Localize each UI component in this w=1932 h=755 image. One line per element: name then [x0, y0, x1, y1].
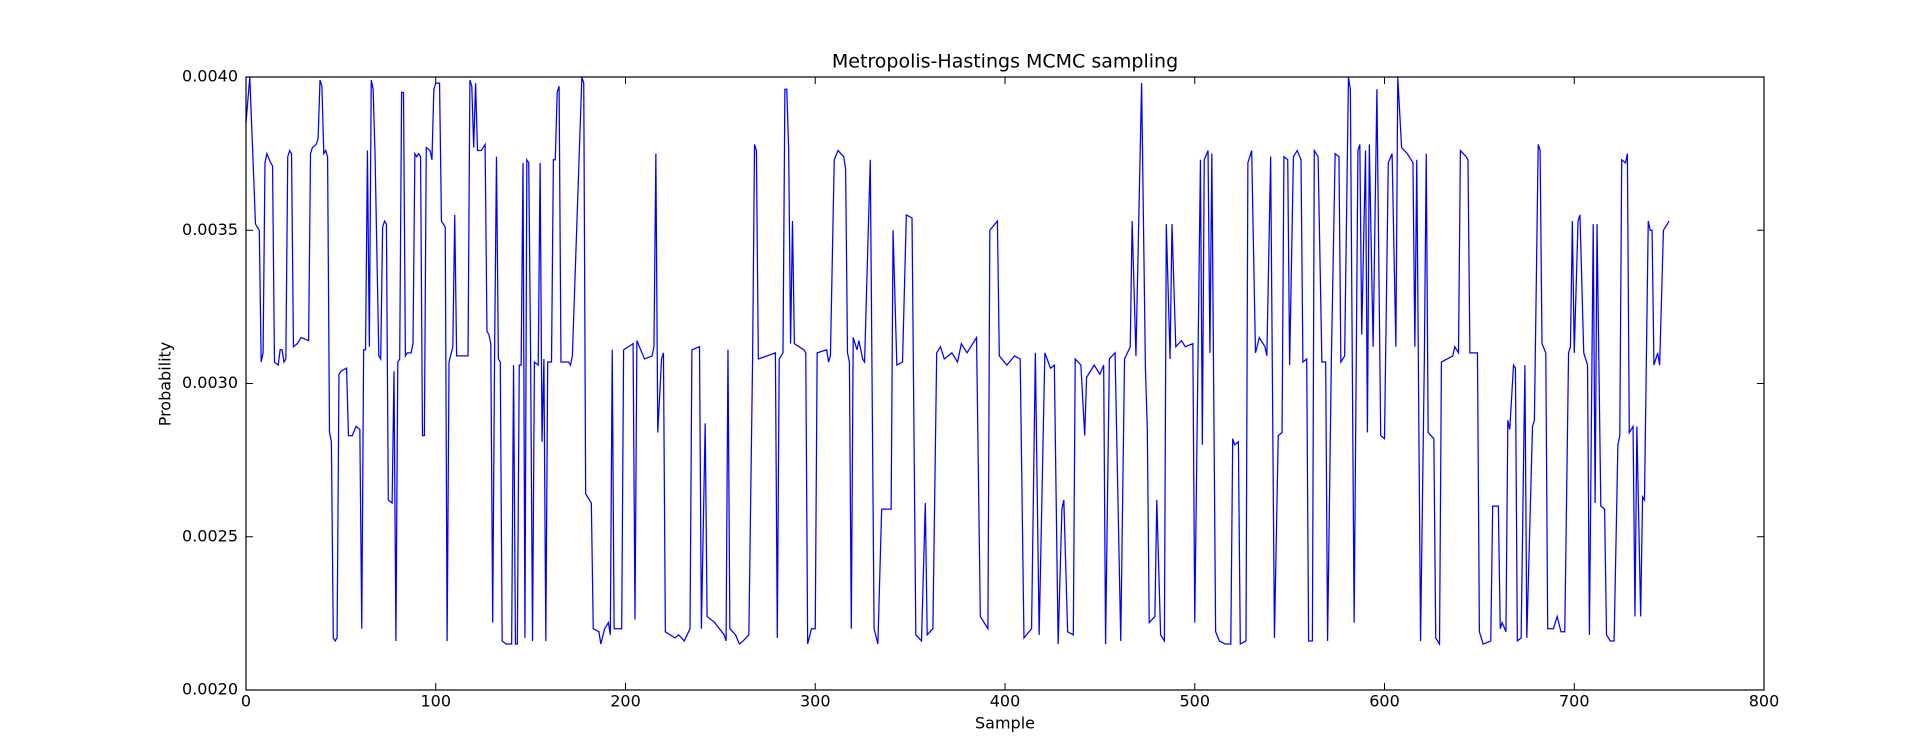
y-tick-label: 0.0025	[182, 526, 238, 545]
x-tick-label: 800	[1749, 692, 1780, 711]
x-tick-label: 700	[1559, 692, 1590, 711]
x-tick-label: 500	[1179, 692, 1210, 711]
y-tick-label: 0.0030	[182, 373, 238, 392]
x-tick-label: 300	[800, 692, 831, 711]
data-line	[245, 76, 1670, 647]
chart-title: Metropolis-Hastings MCMC sampling	[832, 51, 1178, 73]
x-tick-label: 600	[1369, 692, 1400, 711]
y-axis-label: Probability	[156, 342, 175, 427]
y-tick-label: 0.0035	[182, 220, 238, 239]
x-tick-label: 0	[241, 692, 251, 711]
plot-frame	[245, 76, 1765, 691]
x-tick-label: 200	[610, 692, 641, 711]
x-tick-label: 100	[420, 692, 451, 711]
x-tick-label: 400	[990, 692, 1021, 711]
x-axis-label: Sample	[975, 714, 1035, 733]
y-tick-label: 0.0020	[182, 680, 238, 699]
y-tick-label: 0.0040	[182, 67, 238, 86]
